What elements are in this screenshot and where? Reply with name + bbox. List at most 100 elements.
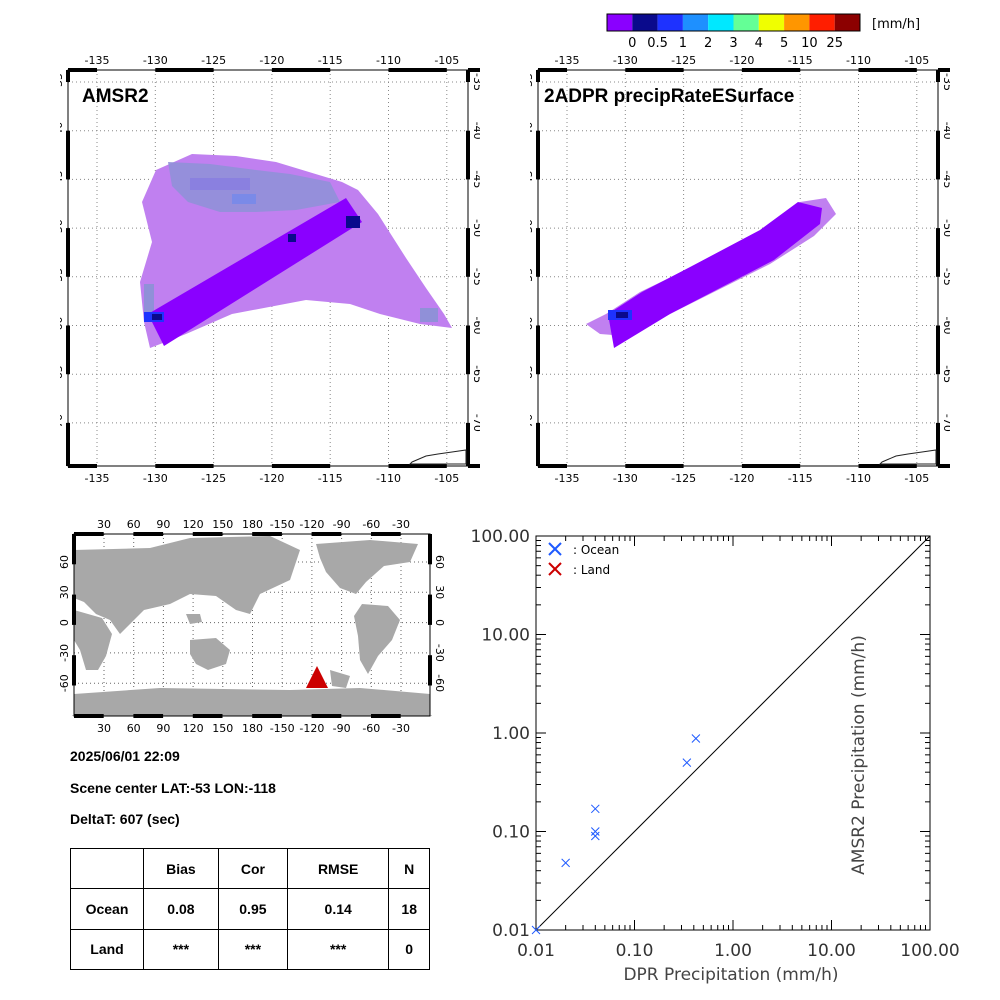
lat-tick-label: -55 bbox=[530, 268, 535, 286]
globe-lon-label: 150 bbox=[212, 722, 233, 735]
lon-tick-label: -105 bbox=[434, 472, 459, 482]
lat-tick-label: -40 bbox=[941, 122, 950, 140]
scatter-tick-labels: 0.01 0.10 1.00 10.00 100.00 0.01 0.10 1.00 10.00… bbox=[471, 527, 960, 961]
global-overview-map: 30 30 60 60 90 90 120 120 150 150 180 180 -150 -150 -1… bbox=[58, 518, 446, 735]
colorbar-label: 25 bbox=[826, 36, 843, 51]
globe-lon-label: 180 bbox=[242, 722, 263, 735]
lon-tick-label: -125 bbox=[201, 472, 226, 482]
colorbar-label: 10 bbox=[801, 36, 818, 51]
lat-tick-label: -45 bbox=[60, 170, 65, 188]
x-tick-label: 0.01 bbox=[517, 941, 555, 961]
globe-lon-label: 60 bbox=[127, 722, 141, 735]
globe-lon-label: 30 bbox=[97, 518, 111, 531]
lon-tick-label: -115 bbox=[788, 54, 813, 67]
scene-location-marker bbox=[306, 666, 328, 688]
stats-bias: 0.08 bbox=[143, 888, 219, 930]
lat-tick-label: -35 bbox=[530, 73, 535, 91]
y-tick-label: 100.00 bbox=[471, 527, 530, 547]
lon-tick-label: -120 bbox=[259, 54, 284, 67]
lat-tick-label: -65 bbox=[941, 365, 950, 383]
delta-t: DeltaT: 607 (sec) bbox=[70, 811, 180, 827]
lat-tick-label: -45 bbox=[471, 170, 480, 188]
x-tick-label: 10.00 bbox=[807, 941, 856, 961]
lon-tick-label: -105 bbox=[434, 54, 459, 67]
lon-tick-label: -135 bbox=[555, 472, 580, 482]
y-tick-label: 0.01 bbox=[492, 921, 530, 941]
lat-tick-label: -50 bbox=[60, 219, 65, 237]
colorbar-labels: 0 0.5 1 2 3 4 5 10 25 bbox=[628, 36, 843, 51]
stats-header-rmse: RMSE bbox=[286, 847, 390, 890]
globe-tick-labels: 30 30 60 60 90 90 120 120 150 150 180 180 -150 -150 -1… bbox=[58, 518, 446, 735]
colorbar-swatch bbox=[708, 14, 734, 31]
scatter-plot: 0.01 0.10 1.00 10.00 100.00 0.01 0.10 1.00 10.00… bbox=[471, 527, 960, 985]
stats-header-empty bbox=[70, 847, 144, 890]
colorbar-label: 0.5 bbox=[647, 36, 668, 51]
lon-tick-label: -135 bbox=[85, 54, 110, 67]
lon-tick-label: -120 bbox=[729, 54, 754, 67]
scatter-point bbox=[590, 827, 600, 836]
colorbar-unit: [mm/h] bbox=[872, 17, 920, 32]
lat-tick-label: -35 bbox=[941, 73, 950, 91]
globe-land bbox=[74, 536, 430, 716]
x-tick-label: 100.00 bbox=[900, 941, 959, 961]
globe-lat-label: 0 bbox=[58, 619, 71, 626]
stats-n: 18 bbox=[388, 888, 430, 930]
globe-lon-label: -150 bbox=[270, 722, 295, 735]
lat-tick-label: -55 bbox=[941, 268, 950, 286]
stats-header-row: Bias Cor RMSE N bbox=[70, 847, 430, 890]
globe-lat-label: -60 bbox=[58, 674, 71, 692]
lat-tick-label: -70 bbox=[471, 414, 480, 432]
globe-lat-label: -60 bbox=[433, 674, 446, 692]
scatter-point bbox=[590, 804, 600, 814]
stats-row-label: Ocean bbox=[70, 888, 144, 930]
dpr-map-panel: -135 -135 -130 -130 -125 -125 -120 -120 -115 -115… bbox=[530, 54, 950, 482]
lon-tick-label: -125 bbox=[201, 54, 226, 67]
stats-n: 0 bbox=[388, 928, 430, 971]
stats-bias: *** bbox=[143, 928, 219, 971]
globe-lon-label: -90 bbox=[333, 518, 351, 531]
lon-tick-label: -125 bbox=[671, 472, 696, 482]
lon-tick-label: -135 bbox=[85, 472, 110, 482]
globe-lat-label: 30 bbox=[58, 585, 71, 599]
globe-lat-label: 30 bbox=[433, 585, 446, 599]
lat-tick-label: -35 bbox=[471, 73, 480, 91]
scatter-point bbox=[531, 925, 541, 935]
colorbar-label: 2 bbox=[704, 36, 712, 51]
scene-datetime: 2025/06/01 22:09 bbox=[70, 748, 180, 764]
colorbar-swatch bbox=[632, 14, 658, 31]
colorbar-swatch bbox=[607, 14, 633, 31]
colorbar-swatch bbox=[657, 14, 683, 31]
globe-lon-label: -30 bbox=[392, 518, 410, 531]
globe-lat-label: -30 bbox=[433, 644, 446, 662]
globe-lon-label: 30 bbox=[97, 722, 111, 735]
globe-frame bbox=[72, 532, 432, 718]
legend-entry: : Ocean bbox=[548, 542, 619, 557]
lon-tick-label: -105 bbox=[904, 54, 929, 67]
y-axis-label: AMSR2 Precipitation (mm/h) bbox=[849, 635, 869, 875]
lon-tick-label: -125 bbox=[671, 54, 696, 67]
map-frame bbox=[66, 68, 480, 468]
scatter-point bbox=[682, 758, 692, 768]
lat-tick-label: -65 bbox=[60, 365, 65, 383]
lat-tick-label: -55 bbox=[471, 268, 480, 286]
lon-tick-label: -130 bbox=[143, 54, 168, 67]
lat-tick-label: -50 bbox=[530, 219, 535, 237]
scene-center: Scene center LAT:-53 LON:-118 bbox=[70, 780, 276, 796]
colorbar-swatch bbox=[733, 14, 759, 31]
colorbar-swatch bbox=[834, 14, 860, 31]
globe-lon-label: 150 bbox=[212, 518, 233, 531]
stats-header-bias: Bias bbox=[143, 847, 219, 890]
globe-lat-label: 60 bbox=[58, 555, 71, 569]
stats-rmse: 0.14 bbox=[286, 888, 390, 930]
globe-lat-label: 0 bbox=[433, 619, 446, 626]
lon-tick-label: -110 bbox=[846, 472, 871, 482]
lon-tick-label: -130 bbox=[613, 472, 638, 482]
globe-lon-label: -120 bbox=[299, 722, 324, 735]
map-frame bbox=[536, 68, 950, 468]
legend-label: : Ocean bbox=[573, 543, 619, 557]
colorbar-swatch bbox=[809, 14, 835, 31]
lon-tick-label: -105 bbox=[904, 472, 929, 482]
stats-cor: 0.95 bbox=[217, 888, 288, 930]
globe-lon-label: 60 bbox=[127, 518, 141, 531]
lon-tick-label: -120 bbox=[729, 472, 754, 482]
